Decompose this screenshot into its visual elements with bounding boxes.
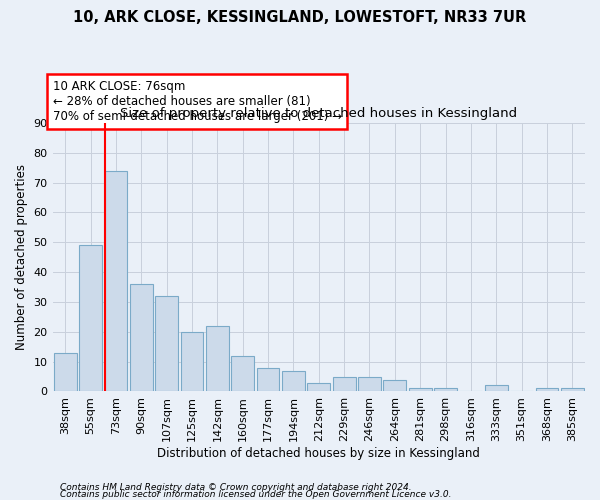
Bar	[409, 388, 431, 392]
Bar	[231, 356, 254, 392]
Bar	[434, 388, 457, 392]
X-axis label: Distribution of detached houses by size in Kessingland: Distribution of detached houses by size …	[157, 447, 480, 460]
Bar	[206, 326, 229, 392]
Bar	[282, 370, 305, 392]
Bar	[485, 386, 508, 392]
Bar	[536, 388, 559, 392]
Bar	[307, 382, 330, 392]
Title: Size of property relative to detached houses in Kessingland: Size of property relative to detached ho…	[120, 108, 517, 120]
Bar	[130, 284, 152, 392]
Bar	[383, 380, 406, 392]
Bar	[79, 246, 102, 392]
Bar	[181, 332, 203, 392]
Bar	[358, 376, 381, 392]
Text: Contains public sector information licensed under the Open Government Licence v3: Contains public sector information licen…	[60, 490, 452, 499]
Text: Contains HM Land Registry data © Crown copyright and database right 2024.: Contains HM Land Registry data © Crown c…	[60, 484, 412, 492]
Bar	[104, 170, 127, 392]
Bar	[333, 376, 356, 392]
Text: 10 ARK CLOSE: 76sqm
← 28% of detached houses are smaller (81)
70% of semi-detach: 10 ARK CLOSE: 76sqm ← 28% of detached ho…	[53, 80, 341, 123]
Text: 10, ARK CLOSE, KESSINGLAND, LOWESTOFT, NR33 7UR: 10, ARK CLOSE, KESSINGLAND, LOWESTOFT, N…	[73, 10, 527, 25]
Bar	[54, 352, 77, 392]
Bar	[155, 296, 178, 392]
Bar	[561, 388, 584, 392]
Y-axis label: Number of detached properties: Number of detached properties	[15, 164, 28, 350]
Bar	[257, 368, 280, 392]
